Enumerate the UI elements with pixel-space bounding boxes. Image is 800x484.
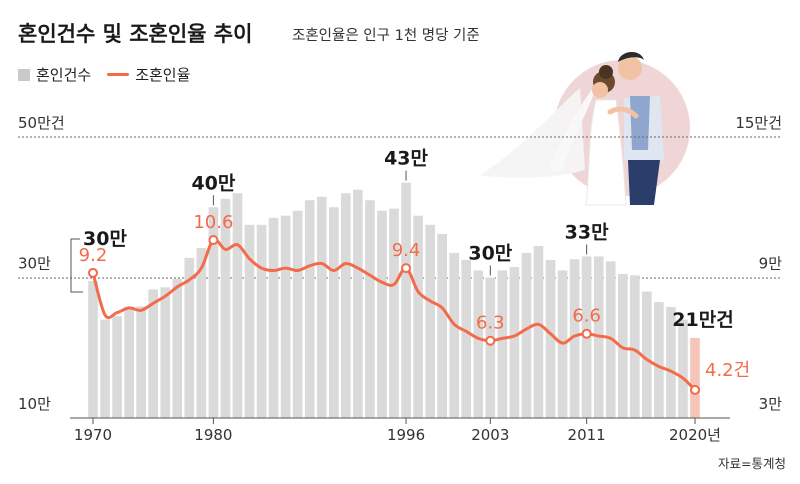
bar-1994 [377,210,387,418]
bar-label-1970: 30만 [83,228,127,250]
bar-1983 [244,224,255,418]
legend-item-bars: 혼인건수 [18,64,91,85]
wedding-couple-illustration [480,51,690,206]
bar-1991 [341,193,351,418]
rate-label-2011: 6.6 [572,306,601,327]
rate-marker-2020 [690,384,700,395]
bar-label-2003: 30만 [468,243,512,265]
bar-1985 [268,217,279,418]
bar-label-2020: 21만건 [672,309,733,331]
right-axis-tick: 9만 [759,255,783,273]
bar-1999 [437,233,447,418]
bar-1984 [256,224,267,418]
x-tick-label-1996: 1996 [387,426,425,444]
bar-1970 [88,281,98,418]
rate-label-1970: 9.2 [79,245,108,266]
bar-1978 [184,257,195,418]
bar-2019 [678,319,688,418]
source-note: 자료=통계청 [718,456,786,471]
data-labels: 9.2 10.6 9.4 6.3 6.6 4.2건 30만 40만 43만 30만 33만 21만건 [70,148,750,381]
left-axis-tick: 30만 [18,255,51,273]
bar-1981 [220,198,231,418]
bar-2015 [629,275,640,418]
bar-2002 [473,270,484,418]
bar-2000 [449,252,460,418]
rate-line [91,237,697,392]
legend-swatch-line [107,73,130,76]
left-axis-tick: 10만 [18,395,51,413]
bar-1998 [425,224,435,418]
bar-label-1980: 40만 [191,172,235,194]
right-axis-tick: 15만건 [735,114,782,132]
rate-marker-1970 [88,267,98,278]
bar-2005 [509,266,520,418]
bar-2007 [533,245,544,418]
bar-1995 [389,208,399,418]
rate-marker-2011 [581,328,592,339]
bar-1975 [148,289,159,418]
bar-1997 [413,215,423,418]
bar-1990 [328,207,339,418]
bar-series [88,182,700,418]
x-tick-label-1980: 1980 [194,426,232,444]
bar-label-1996: 43만 [384,148,428,170]
chart-title: 혼인건수 및 조혼인율 추이 [18,22,253,46]
x-tick-label-2011: 2011 [568,426,606,444]
bar-2008 [545,259,556,418]
bar-2004 [497,270,508,418]
left-axis-tick: 50만건 [18,114,65,132]
bar-1986 [280,215,291,418]
chart-subtitle: 조혼인율은 인구 1천 명당 기준 [292,28,480,44]
bar-2017 [654,302,664,418]
bar-1996 [401,182,411,418]
bar-1973 [124,307,134,418]
bar-1993 [365,200,375,418]
rate-markers [88,235,700,395]
bar-2003 [485,277,496,418]
bar-label-bracket-1970 [70,238,83,293]
legend-swatch-bar [18,68,30,81]
legend-label-bars: 혼인건수 [36,66,92,84]
bar-2006 [521,252,532,418]
legend-label-line: 조혼인율 [135,66,191,84]
bar-1971 [100,319,110,418]
legend: 혼인건수 조혼인율 [18,64,206,85]
rate-label-1996: 9.4 [392,240,421,261]
bar-2020 [690,337,700,418]
bar-2018 [666,307,676,418]
rate-label-2020: 4.2건 [705,360,750,381]
bar-1976 [160,287,171,418]
x-tick-label-2003: 2003 [471,426,509,444]
bar-2016 [642,291,652,418]
bar-2010 [569,259,580,418]
legend-item-line: 조혼인율 [107,64,190,85]
bar-label-2011: 33만 [565,221,609,243]
right-axis-tick: 3만 [759,395,783,413]
bar-2014 [617,273,628,418]
bar-1992 [353,189,363,418]
rate-marker-1996 [401,263,412,274]
bar-1980 [208,207,219,418]
rate-marker-2003 [485,335,496,346]
bar-1974 [136,306,146,418]
bar-1988 [304,200,315,418]
bar-1987 [292,210,303,418]
x-tick-label-1970: 1970 [74,426,112,444]
x-tick-label-2020: 2020년 [669,426,721,444]
x-axis-ticks: 1970 1980 1996 2003 2011 2020년 [74,418,721,444]
bar-1989 [316,196,327,418]
bar-1979 [196,247,207,418]
bar-2001 [461,259,472,418]
axis-tick-labels: 10만 30만 50만건 3만 9만 15만건 [18,114,782,413]
rate-label-2003: 6.3 [476,313,505,334]
bar-1977 [172,278,183,418]
bar-1982 [232,193,243,418]
rate-label-1980: 10.6 [193,212,233,233]
bar-1972 [112,316,122,418]
rate-marker-1980 [208,235,219,246]
